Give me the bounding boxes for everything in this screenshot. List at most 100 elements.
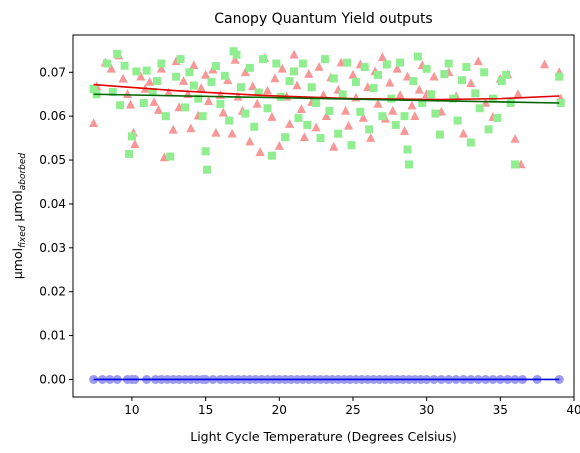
x-axis: 10 15 20 25 30 35 40 [124,397,580,417]
triangle-point [245,136,255,146]
triangle-point [395,90,405,99]
square-point [176,55,185,64]
triangle-point [392,63,402,73]
triangle-point [318,90,329,99]
triangle-point [458,128,469,138]
triangle-point [314,62,324,71]
triangle-point [122,89,133,99]
square-point [232,50,241,59]
triangle-point [125,99,136,109]
y-tick-label: 0.04 [39,197,66,211]
triangle-point [230,55,240,64]
square-point [351,77,360,86]
triangle-point [156,63,167,73]
triangle-point [414,84,424,94]
triangle-point [270,73,280,83]
triangle-point [262,85,273,95]
square-point [506,99,515,108]
plot-area-frame [72,34,575,398]
x-tick-label: 40 [566,403,580,417]
square-point [422,64,431,73]
square-point [236,83,245,92]
triangle-point [373,98,383,108]
triangle-point [248,81,258,91]
square-point [89,84,98,93]
triangle-point [539,59,550,69]
square-point [124,149,133,158]
square-point [139,99,148,108]
square-point [272,59,281,68]
square-point [250,122,259,131]
square-point [334,129,343,138]
triangle-point [410,111,420,120]
y-tick-label: 0.06 [39,109,66,123]
square-point [556,99,565,108]
y-tick-label: 0.03 [39,241,66,255]
triangle-point [292,80,302,90]
square-point [102,59,111,68]
square-point [378,112,387,121]
square-point [480,68,489,77]
square-point [142,66,151,75]
square-point [413,52,422,61]
square-point [216,99,225,108]
square-point [329,74,338,83]
square-point [194,94,203,103]
square-point [369,84,378,93]
triangle-point [296,104,306,113]
square-point [325,106,334,115]
square-point [360,63,369,72]
square-point [148,88,157,97]
square-point [312,99,321,108]
plot-marks [89,47,566,384]
square-point [189,81,198,90]
triangle-point [366,133,376,142]
square-point [444,59,453,68]
circle-point [89,374,99,384]
triangle-point [274,141,284,150]
square-point [132,67,141,76]
triangle-point [118,73,128,83]
y-axis-label-prefix: μmol [10,248,25,279]
triangle-point [348,69,358,79]
square-point [555,72,564,81]
square-point [320,55,329,64]
square-point [166,152,175,161]
square-point [113,49,122,58]
triangle-point [106,63,116,73]
square-point [418,99,427,108]
triangle-point [513,89,523,99]
square-point [225,116,234,125]
triangle-point [149,97,159,106]
square-point [365,125,374,134]
square-point [254,88,263,97]
triangle-point [267,112,277,121]
circle-series [89,374,564,384]
circle-point [554,374,564,384]
triangle-point [178,76,189,85]
square-point [180,103,189,112]
square-point [493,113,502,122]
triangle-point [407,100,417,110]
y-axis: 0.00 0.01 0.02 0.03 0.04 0.05 0.06 0.07 [39,65,73,386]
square-point [343,58,352,67]
square-point [404,160,413,169]
square-point [396,58,405,67]
triangle-point [196,83,206,92]
triangle-point [211,127,221,137]
triangle-point [429,71,439,81]
triangle-point [473,56,483,66]
square-point [294,113,303,122]
square-point [259,55,268,64]
square-point [220,71,229,80]
triangle-point [89,118,99,127]
triangle-point [145,76,155,86]
chart-title: Canopy Quantum Yield outputs [214,11,432,27]
square-point [382,60,391,69]
triangle-point [186,123,196,133]
triangle-point [289,49,299,59]
y-axis-label-middle: μmol [10,190,25,225]
